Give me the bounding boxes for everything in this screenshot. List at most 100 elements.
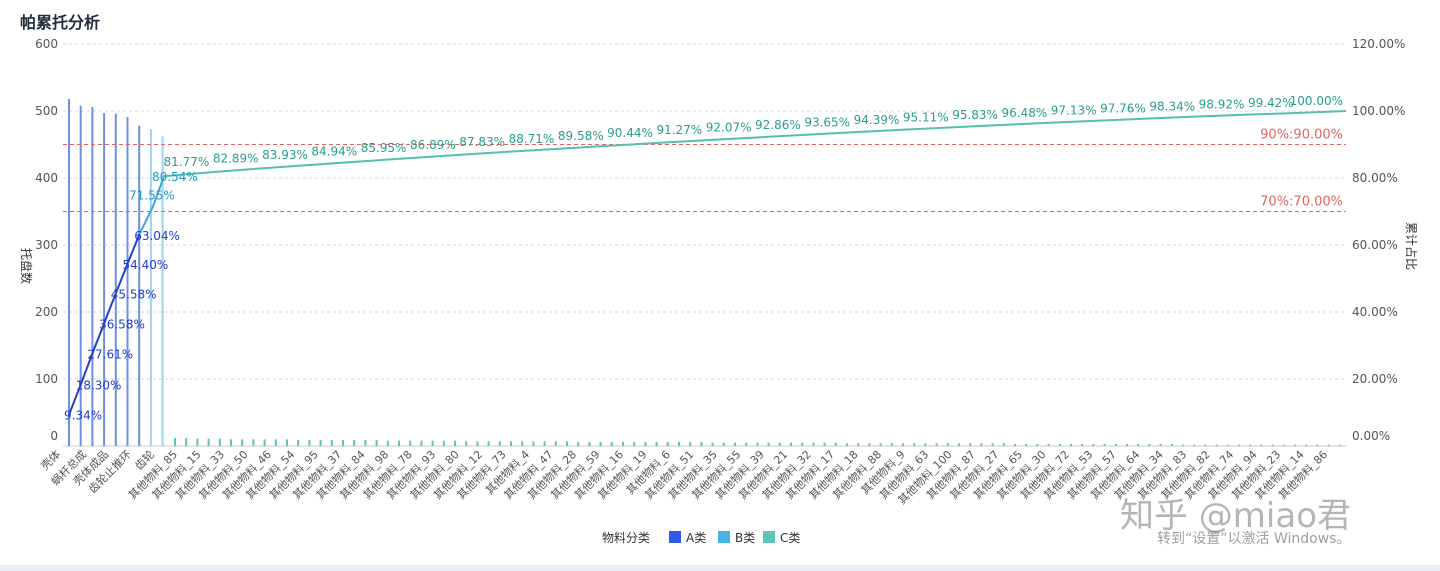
bar-C — [1316, 444, 1319, 446]
bar-C — [1114, 443, 1117, 446]
cumulative-label-C: 83.93% — [262, 148, 308, 162]
cumulative-line-A — [68, 234, 141, 416]
bar-A — [91, 106, 94, 446]
bar-C — [1002, 443, 1005, 446]
bar-C — [946, 443, 949, 446]
bar-C — [1025, 443, 1028, 446]
bar-C — [297, 439, 300, 446]
watermark: 知乎 @miao君 — [1120, 496, 1352, 536]
bar-C — [1282, 444, 1285, 446]
cumulative-label-C: 97.76% — [1100, 102, 1146, 116]
bar-C — [722, 442, 725, 446]
bar-C — [778, 442, 781, 446]
bar-C — [252, 439, 255, 446]
bar-C — [1036, 443, 1039, 446]
bar-C — [823, 442, 826, 446]
y-right-tick-label: 80.00% — [1352, 171, 1398, 185]
bar-C — [353, 439, 356, 446]
cumulative-label-A: 36.58% — [99, 317, 145, 331]
bar-C — [1047, 443, 1050, 446]
bar-C — [196, 438, 199, 446]
bar-C — [969, 443, 972, 446]
cumulative-label-A: 54.40% — [123, 258, 169, 272]
bar-C — [599, 441, 602, 446]
y-left-tick-label: 200 — [35, 305, 58, 319]
cumulative-label-C: 84.94% — [311, 144, 357, 158]
y-right-tick-label: 20.00% — [1352, 372, 1398, 386]
cumulative-label-C: 98.34% — [1149, 100, 1195, 114]
bar-C — [185, 437, 188, 446]
bar-B — [161, 136, 164, 446]
bar-C — [1170, 443, 1173, 446]
cumulative-label-C: 94.39% — [854, 113, 900, 127]
bar-C — [1081, 443, 1084, 446]
bar-C — [1327, 444, 1330, 446]
cumulative-label-C: 81.77% — [164, 155, 210, 169]
bar-C — [1014, 443, 1016, 446]
bar-C — [890, 443, 893, 446]
bar-C — [1137, 443, 1140, 446]
reference-line-label: 90%:90.00% — [1260, 128, 1343, 143]
cumulative-label-C: 87.83% — [459, 135, 505, 149]
legend-label: C类 — [780, 531, 800, 545]
cumulative-label-C: 86.89% — [410, 138, 456, 152]
bar-C — [734, 442, 736, 446]
bar-C — [420, 440, 423, 446]
bar-A — [103, 113, 106, 446]
cumulative-label-C: 88.71% — [509, 132, 555, 146]
bar-C — [521, 441, 524, 446]
reference-line-label: 70%:70.00% — [1260, 195, 1343, 210]
bar-C — [834, 442, 837, 446]
cumulative-label-C: 82.89% — [213, 151, 259, 165]
bar-C — [588, 441, 591, 446]
bar-C — [263, 439, 266, 446]
cumulative-label-C: 98.92% — [1199, 98, 1245, 112]
bar-C — [1159, 443, 1162, 446]
bar-C — [566, 441, 568, 446]
bar-C — [1058, 443, 1061, 446]
bar-A — [126, 117, 129, 446]
cumulative-label-C: 85.95% — [361, 141, 407, 155]
y-left-tick-label: 0 — [50, 429, 58, 443]
bar-C — [498, 441, 501, 446]
bar-C — [1126, 443, 1128, 446]
bar-C — [902, 443, 904, 446]
bar-C — [442, 440, 445, 446]
bar-C — [431, 440, 434, 446]
bar-C — [465, 441, 468, 446]
y-right-tick-label: 60.00% — [1352, 238, 1398, 252]
bar-A — [114, 113, 117, 447]
y-right-tick-label: 120.00% — [1352, 37, 1405, 51]
y-right-axis-title: 累计占比 — [1404, 222, 1419, 270]
bar-C — [610, 441, 613, 446]
bar-C — [510, 441, 512, 446]
bar-A — [138, 125, 141, 447]
bar-C — [958, 443, 960, 446]
bar-C — [487, 441, 490, 446]
bar-C — [1193, 444, 1196, 446]
cumulative-label-A: 27.61% — [87, 348, 133, 362]
cumulative-label-A: 18.30% — [76, 379, 122, 393]
legend-swatch-A — [669, 531, 681, 543]
bar-C — [554, 441, 557, 446]
y-right-tick-label: 100.00% — [1352, 104, 1405, 118]
bar-C — [1260, 444, 1263, 446]
bar-C — [711, 442, 714, 446]
bar-C — [857, 443, 860, 446]
bar-C — [924, 443, 927, 446]
y-left-tick-label: 300 — [35, 238, 58, 252]
bar-C — [174, 437, 176, 446]
bar-C — [330, 439, 333, 446]
bar-C — [644, 441, 647, 446]
bar-C — [700, 441, 703, 446]
bar-C — [633, 441, 636, 446]
bar-C — [476, 441, 479, 446]
bar-C — [207, 438, 210, 446]
y-left-tick-label: 600 — [35, 37, 58, 51]
footer-bar — [0, 565, 1440, 571]
bar-A — [68, 98, 70, 446]
cumulative-label-C: 97.13% — [1051, 104, 1097, 118]
cumulative-label-A: 9.34% — [64, 409, 102, 423]
bar-C — [274, 439, 277, 446]
bar-C — [241, 439, 244, 446]
